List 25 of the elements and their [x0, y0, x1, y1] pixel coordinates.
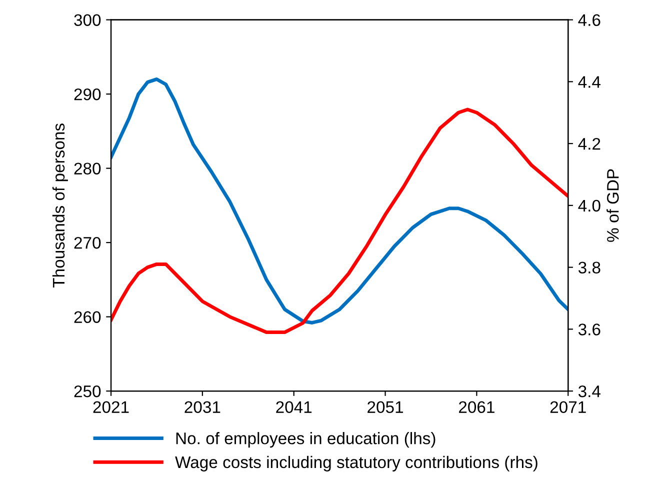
- y-tick-label: 290: [74, 88, 101, 100]
- y2-tick-label: 3.6: [578, 324, 600, 336]
- y2-tick-label: 4.6: [578, 14, 600, 26]
- line-series: [111, 108, 568, 334]
- line-series: [111, 77, 568, 324]
- y2-axis-title: % of GDP: [606, 169, 619, 242]
- x-tick-label: 2061: [458, 401, 494, 414]
- y2-tick-label: 3.8: [578, 262, 600, 274]
- legend-label: Wage costs including statutory contributions (rhs): [175, 456, 538, 472]
- x-tick-label: 2021: [93, 401, 129, 414]
- x-tick-label: 2071: [550, 401, 586, 414]
- legend-label: No. of employees in education (lhs): [176, 432, 436, 448]
- y2-tick-label: 4.4: [578, 76, 601, 88]
- y2-tick-label: 4.0: [578, 200, 600, 212]
- x-tick-label: 2031: [184, 401, 220, 414]
- y-tick-label: 280: [74, 162, 101, 175]
- y-tick-label: 300: [74, 14, 101, 26]
- y2-tick-label: 4.2: [578, 138, 600, 150]
- x-tick-label: 2051: [368, 401, 403, 414]
- y-axis-title: Thousands of persons: [52, 124, 68, 288]
- y-tick-label: 260: [74, 311, 101, 324]
- y-tick-label: 270: [74, 236, 101, 249]
- y-tick-label: 250: [74, 385, 101, 398]
- x-tick-label: 2041: [276, 401, 312, 414]
- y2-tick-label: 3.4: [578, 385, 601, 398]
